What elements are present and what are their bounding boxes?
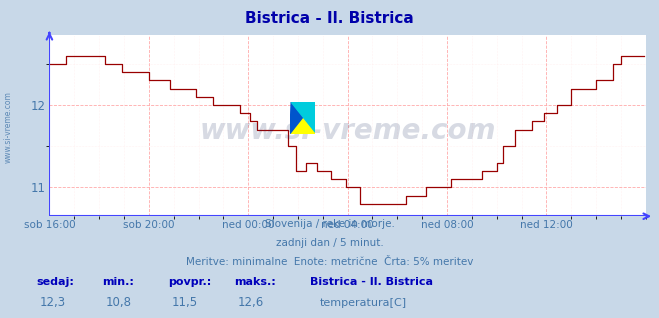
Text: Bistrica - Il. Bistrica: Bistrica - Il. Bistrica: [245, 11, 414, 26]
Text: Meritve: minimalne  Enote: metrične  Črta: 5% meritev: Meritve: minimalne Enote: metrične Črta:…: [186, 257, 473, 266]
Text: 12,6: 12,6: [237, 296, 264, 309]
Text: min.:: min.:: [102, 277, 134, 287]
Polygon shape: [290, 102, 315, 134]
Text: 12,3: 12,3: [40, 296, 66, 309]
Text: Slovenija / reke in morje.: Slovenija / reke in morje.: [264, 219, 395, 229]
Text: www.si-vreme.com: www.si-vreme.com: [200, 117, 496, 145]
Text: Bistrica - Il. Bistrica: Bistrica - Il. Bistrica: [310, 277, 433, 287]
Polygon shape: [290, 102, 315, 134]
Polygon shape: [291, 102, 315, 132]
Text: maks.:: maks.:: [234, 277, 275, 287]
Text: 10,8: 10,8: [105, 296, 131, 309]
Text: zadnji dan / 5 minut.: zadnji dan / 5 minut.: [275, 238, 384, 248]
Text: temperatura[C]: temperatura[C]: [320, 298, 407, 308]
Text: povpr.:: povpr.:: [168, 277, 212, 287]
Text: www.si-vreme.com: www.si-vreme.com: [3, 91, 13, 163]
Text: sedaj:: sedaj:: [36, 277, 74, 287]
Text: 11,5: 11,5: [171, 296, 198, 309]
